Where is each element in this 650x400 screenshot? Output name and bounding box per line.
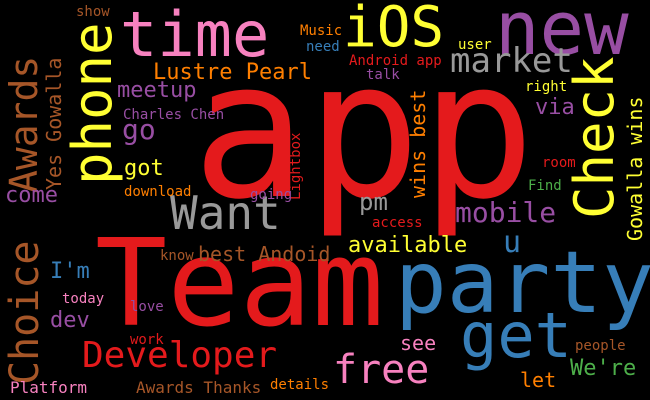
word-we-re: We're bbox=[570, 356, 637, 381]
word-party: party bbox=[395, 233, 650, 333]
word-know: know bbox=[160, 248, 194, 264]
word-room: room bbox=[542, 155, 576, 171]
word-charles-chen: Charles Chen bbox=[123, 107, 225, 123]
word-need: need bbox=[306, 39, 340, 55]
word-access: access bbox=[372, 215, 423, 231]
word-awards-thanks: Awards Thanks bbox=[136, 378, 262, 397]
word-yes-gowalla: Yes Gowalla bbox=[42, 57, 66, 190]
word-let: let bbox=[520, 368, 557, 392]
word-people: people bbox=[575, 338, 626, 354]
word-user: user bbox=[458, 37, 492, 53]
word-music: Music bbox=[300, 23, 343, 39]
word-love: love bbox=[130, 299, 164, 315]
word-show: show bbox=[76, 4, 110, 20]
word-new: new bbox=[495, 0, 629, 72]
word-get: get bbox=[460, 299, 572, 372]
word-today: today bbox=[62, 291, 105, 307]
word-i-m: I'm bbox=[50, 259, 90, 284]
word-dev: dev bbox=[50, 308, 90, 333]
word-team: Team bbox=[95, 215, 384, 354]
word-time: time bbox=[120, 0, 270, 71]
word-best-andoid: best Andoid bbox=[198, 242, 331, 266]
word-talk: talk bbox=[366, 67, 400, 83]
word-choice: Choice bbox=[2, 240, 48, 386]
word-phone: phone bbox=[61, 22, 124, 185]
word-available: available bbox=[348, 233, 468, 258]
word-lustre-pearl: Lustre Pearl bbox=[153, 60, 312, 85]
word-free: free bbox=[333, 347, 430, 393]
word-check: Check bbox=[563, 56, 626, 219]
word-gowalla-wins: Gowalla wins bbox=[623, 96, 647, 242]
word-mobile: mobile bbox=[455, 196, 557, 229]
word-android-app: Android app bbox=[349, 53, 442, 69]
word-want: Want bbox=[170, 186, 281, 240]
word-awards: Awards bbox=[2, 55, 46, 193]
word-right: right bbox=[525, 79, 568, 95]
word-via: via bbox=[535, 95, 575, 120]
word-market: market bbox=[450, 41, 573, 81]
word-wins-best: wins best bbox=[406, 89, 430, 198]
word-see: see bbox=[400, 331, 437, 355]
word-app: app bbox=[192, 20, 536, 241]
word-going: going bbox=[250, 187, 293, 203]
word-u: u bbox=[503, 225, 522, 260]
word-platform: Platform bbox=[10, 378, 88, 397]
word-find: Find bbox=[528, 178, 562, 194]
word-pm: pm bbox=[359, 188, 388, 216]
word-got: got bbox=[124, 156, 164, 181]
word-ios: iOS bbox=[343, 0, 445, 60]
word-work: work bbox=[130, 332, 164, 348]
word-details: details bbox=[270, 377, 330, 393]
word-developer: Developer bbox=[82, 335, 278, 376]
word-download: download bbox=[124, 184, 192, 200]
word-go: go bbox=[122, 113, 156, 146]
word-meetup: meetup bbox=[117, 78, 197, 103]
word-come: come bbox=[5, 183, 58, 208]
